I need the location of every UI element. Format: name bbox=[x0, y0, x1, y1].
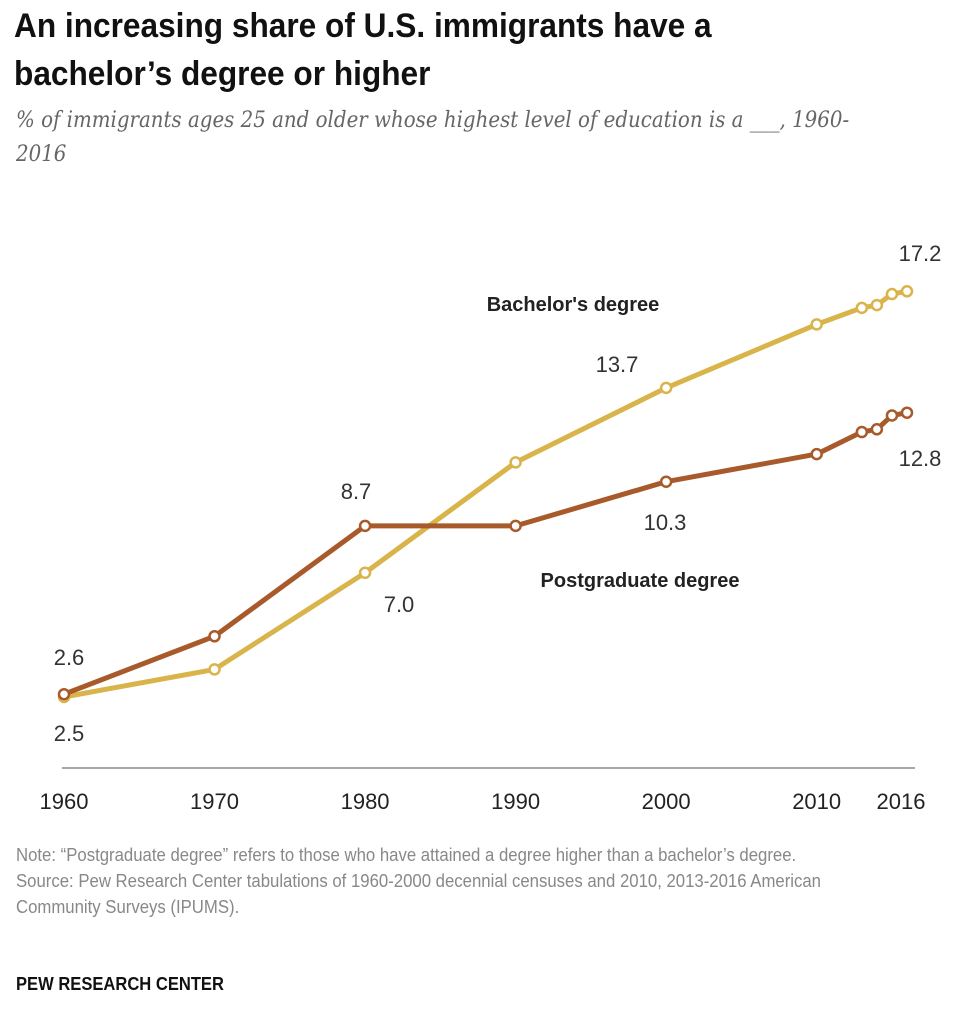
data-label: 10.3 bbox=[644, 510, 687, 535]
series-name-label: Bachelor's degree bbox=[487, 294, 660, 316]
series-name-label: Postgraduate degree bbox=[541, 570, 740, 592]
chart-title: An increasing share of U.S. immigrants h… bbox=[14, 7, 712, 93]
data-label: 2.5 bbox=[54, 721, 85, 746]
series-point bbox=[810, 447, 823, 461]
chart-subtitle: % of immigrants ages 25 and older whose … bbox=[16, 108, 850, 167]
x-tick-label: 1970 bbox=[190, 789, 239, 814]
series-point bbox=[358, 566, 372, 580]
series-point bbox=[900, 406, 914, 419]
series-point bbox=[57, 687, 71, 701]
series-line bbox=[61, 410, 910, 697]
brand-logo-text: PEW RESEARCH CENTER bbox=[16, 974, 224, 994]
line-chart: 1960 1970 1980 1990 2000 2010 2016 7.0 13.7 17.2 2… bbox=[40, 241, 942, 814]
series-point bbox=[900, 285, 914, 298]
x-tick-label: 1960 bbox=[40, 789, 89, 814]
x-tick-label: 1980 bbox=[341, 789, 390, 814]
series-point bbox=[885, 409, 899, 422]
series-point bbox=[810, 318, 823, 331]
data-label: 12.8 bbox=[899, 446, 942, 471]
series-point bbox=[870, 298, 884, 312]
series-point bbox=[870, 423, 884, 436]
data-label: 2.6 bbox=[54, 645, 85, 670]
x-tick-label: 2016 bbox=[877, 789, 926, 814]
series-point bbox=[509, 519, 522, 533]
series-point bbox=[659, 381, 673, 395]
data-label: 17.2 bbox=[899, 241, 942, 266]
chart-notes: Note: “Postgraduate degree” refers to th… bbox=[16, 842, 900, 920]
series-line bbox=[61, 288, 910, 700]
source-text: Source: Pew Research Center tabulations … bbox=[16, 871, 821, 917]
data-label: 13.7 bbox=[596, 352, 639, 377]
x-tick-label: 2000 bbox=[642, 789, 691, 814]
data-label: 7.0 bbox=[384, 592, 415, 617]
series-point bbox=[659, 475, 673, 488]
series-point bbox=[208, 630, 221, 643]
series-point bbox=[855, 425, 869, 439]
series-point bbox=[855, 301, 869, 315]
data-label: 8.7 bbox=[341, 479, 372, 504]
x-tick-label: 2010 bbox=[792, 789, 841, 814]
series-point bbox=[358, 519, 372, 533]
x-tick-label: 1990 bbox=[491, 789, 540, 814]
series-point bbox=[509, 456, 522, 469]
series-point bbox=[885, 287, 899, 301]
series-point bbox=[208, 663, 221, 676]
note-text: Note: “Postgraduate degree” refers to th… bbox=[16, 845, 797, 865]
